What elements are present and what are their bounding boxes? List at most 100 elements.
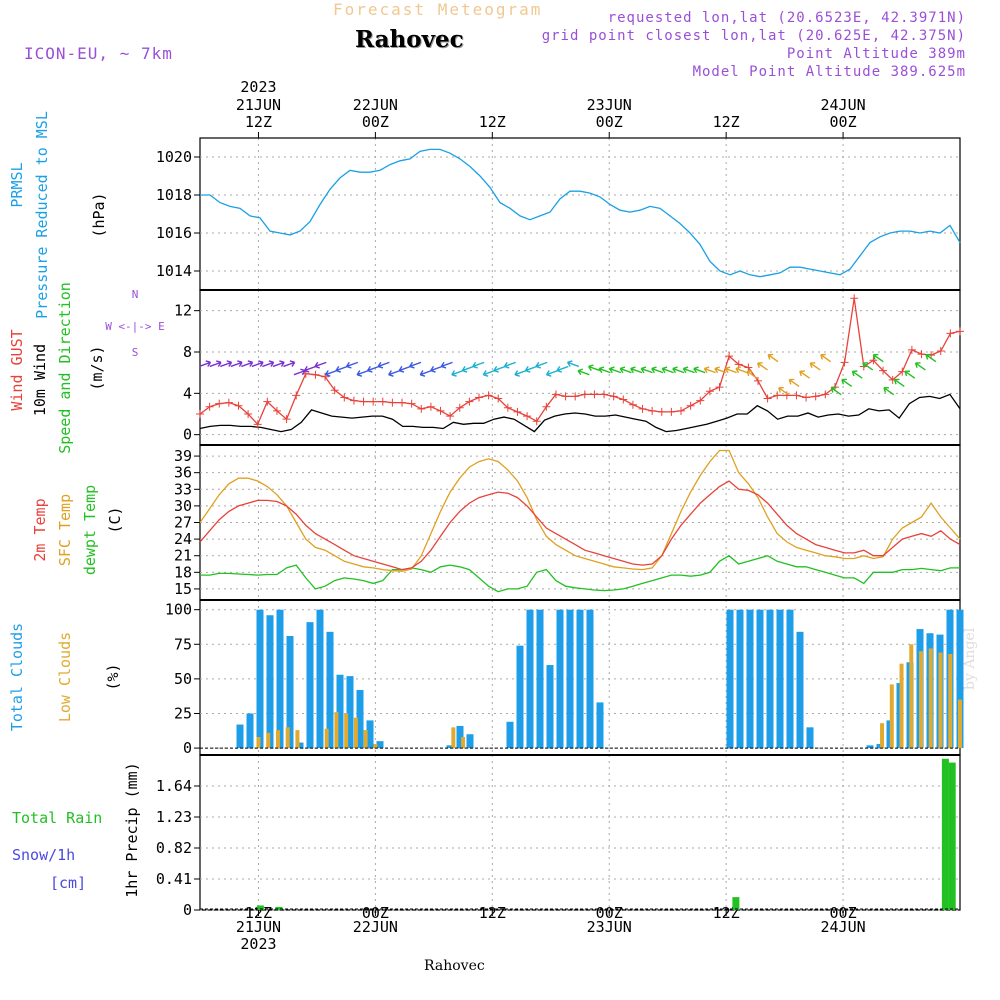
wind-gust-line-marker — [542, 402, 551, 411]
temp-label-2m: 2m Temp — [31, 498, 49, 561]
low-cloud-bar — [889, 684, 894, 749]
wind-arrow-icon — [904, 370, 916, 379]
wind-gust-line-marker — [311, 370, 320, 379]
top-hour-label: 00Z — [362, 113, 389, 131]
wind-arrow-shape — [324, 369, 338, 377]
total-cloud-bar — [526, 609, 534, 749]
wind-gust-line-marker — [657, 407, 666, 416]
wind-arrow-icon — [630, 366, 643, 374]
wind-arrow-icon — [493, 365, 506, 373]
wind-gust-line-marker — [359, 397, 368, 406]
top-hour-label: 12Z — [713, 113, 740, 131]
wind-gust-line-marker — [436, 406, 445, 415]
wind-gust-line-marker — [696, 396, 705, 405]
wind-arrow-shape — [925, 353, 937, 363]
wind-arrow-shape — [535, 361, 548, 369]
wind-arrow-shape — [588, 364, 601, 372]
wind-arrow-shape — [767, 353, 779, 363]
wind-gust-line-marker — [715, 383, 724, 392]
wind-arrow-shape — [714, 366, 727, 374]
wind-arrow-icon — [283, 360, 296, 368]
precip-tick-label: 0.41 — [156, 870, 192, 888]
wind-arrow-icon — [514, 369, 527, 377]
wind-arrow-icon — [672, 366, 685, 374]
wind-gust-line-marker — [609, 392, 618, 401]
wind-gust-line-marker — [840, 358, 849, 367]
low-cloud-bar — [928, 648, 933, 749]
wind-arrow-shape — [862, 362, 874, 371]
wind-arrow-icon — [262, 360, 275, 368]
wind-arrow-shape — [209, 360, 222, 368]
wind-arrow-shape — [493, 365, 506, 373]
wind-arrow-icon — [598, 366, 611, 374]
total-cloud-bar — [516, 645, 524, 749]
wind-gust-line-marker — [850, 294, 859, 303]
clouds-tick-label: 50 — [174, 670, 192, 688]
top-day-label: 24JUN — [820, 96, 865, 114]
wind-gust-line-marker — [677, 406, 686, 415]
pressure-line — [200, 148, 961, 278]
wind-arrow-icon — [619, 366, 632, 374]
wind-arrow-icon — [746, 370, 758, 379]
wind-arrow-icon — [430, 365, 443, 373]
wind-arrow-shape — [283, 360, 296, 368]
wind-arrow-shape — [303, 365, 316, 373]
wind-gust-line-marker — [205, 402, 214, 411]
wind-arrow-shape — [461, 365, 474, 373]
total-cloud-bar — [246, 713, 254, 749]
top-hour-label: 00Z — [830, 113, 857, 131]
low-cloud-bar — [256, 737, 261, 749]
temperature-tick-label: 24 — [174, 530, 192, 548]
wind-arrow-shape — [598, 366, 611, 374]
wind-arrow-shape — [335, 365, 348, 373]
wind-arrow-shape — [724, 366, 737, 374]
wind-gust-line-marker — [349, 396, 358, 405]
wind-arrow-shape — [345, 361, 359, 369]
low-cloud-bar — [275, 730, 280, 749]
temperature-tick-label: 18 — [174, 563, 192, 581]
top-hour-label: 12Z — [245, 113, 272, 131]
wind-gust-line-marker — [753, 376, 762, 385]
wind-arrow-icon — [883, 386, 895, 396]
wind-tick-label: 12 — [174, 302, 192, 320]
compass-north-label: N — [132, 288, 139, 301]
wind-arrow-icon — [377, 361, 390, 369]
low-cloud-bar — [938, 652, 943, 749]
wind-gust-line-marker — [446, 412, 455, 421]
low-cloud-bar — [461, 737, 466, 749]
wind-gust-line-marker — [600, 390, 609, 399]
clouds-tick-label: 0 — [183, 739, 192, 757]
wind-tick-label: 8 — [183, 343, 192, 361]
total-cloud-bar — [236, 724, 244, 749]
precip-axis-label: 1hr Precip (mm) — [123, 762, 141, 897]
top-hour-label: 00Z — [596, 113, 623, 131]
total-cloud-bar — [366, 720, 374, 749]
bottom-day-label: 23JUN — [587, 918, 632, 936]
wind-arrow-shape — [651, 366, 664, 374]
wind-arrow-shape — [314, 361, 327, 369]
wind-arrow-icon — [640, 366, 653, 374]
total-cloud-bar — [576, 609, 584, 749]
total-cloud-bar — [296, 742, 304, 749]
total-cloud-bar — [546, 665, 554, 749]
wind-gust-line-marker — [417, 404, 426, 413]
wind-gust-line-marker — [802, 393, 811, 402]
wind-arrow-icon — [893, 378, 905, 388]
wind-arrow-shape — [545, 369, 559, 377]
wind-arrow-icon — [661, 366, 674, 374]
wind-arrow-icon — [367, 365, 380, 373]
wind-gust-line — [199, 298, 961, 426]
total-cloud-bar — [756, 609, 764, 749]
rain-bar — [732, 897, 740, 910]
total-cloud-bar — [306, 622, 314, 749]
wind-arrow-icon — [778, 386, 789, 396]
total-cloud-bar — [336, 674, 344, 749]
low-cloud-bar — [451, 727, 456, 749]
low-cloud-bar — [948, 653, 953, 749]
clouds-unit: (%) — [104, 663, 122, 690]
wind-arrow-shape — [757, 362, 768, 371]
low-cloud-bar — [919, 651, 924, 749]
wind-arrow-icon — [241, 360, 254, 368]
temp-label-dewpt: dewpt Temp — [81, 485, 99, 575]
wind-arrow-shape — [661, 366, 674, 374]
